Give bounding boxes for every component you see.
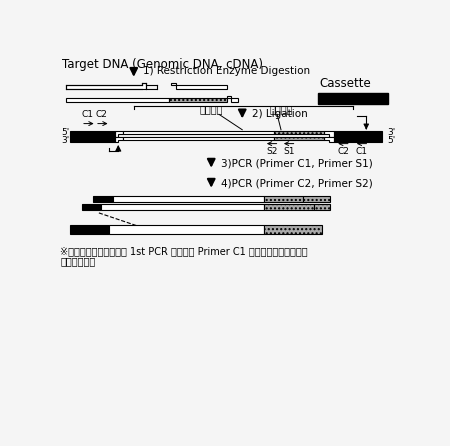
Polygon shape bbox=[171, 83, 227, 89]
Text: C2: C2 bbox=[95, 110, 107, 119]
Text: C2: C2 bbox=[337, 147, 349, 156]
Text: S1: S1 bbox=[283, 147, 294, 156]
Bar bbox=[94, 196, 113, 202]
Bar bbox=[274, 136, 324, 140]
Polygon shape bbox=[324, 136, 334, 142]
Text: 3)PCR (Primer C1, Primer S1): 3)PCR (Primer C1, Primer S1) bbox=[220, 159, 372, 169]
Bar bbox=[109, 225, 264, 234]
Bar bbox=[314, 204, 330, 210]
Text: 5': 5' bbox=[387, 136, 396, 145]
Text: Target DNA (Genomic DNA, cDNA): Target DNA (Genomic DNA, cDNA) bbox=[62, 58, 263, 71]
Text: 2) Ligation: 2) Ligation bbox=[252, 109, 307, 120]
Text: 1) Restriction Enzyme Digestion: 1) Restriction Enzyme Digestion bbox=[143, 66, 310, 76]
Bar bbox=[169, 98, 227, 102]
Bar bbox=[318, 93, 388, 103]
Bar bbox=[70, 131, 115, 136]
Bar bbox=[264, 225, 322, 234]
Bar bbox=[82, 204, 101, 210]
Text: 5': 5' bbox=[61, 128, 69, 136]
Bar bbox=[113, 196, 264, 202]
Polygon shape bbox=[66, 98, 169, 102]
Bar bbox=[101, 204, 264, 210]
Bar bbox=[303, 196, 330, 202]
Text: ※：由于此部分有缺口， 1st PCR 反应时从 Primer C1 开始的延伸反应在连接: ※：由于此部分有缺口， 1st PCR 反应时从 Primer C1 开始的延伸… bbox=[60, 246, 308, 256]
Bar bbox=[70, 136, 115, 142]
Text: C1: C1 bbox=[356, 147, 368, 156]
Text: 3': 3' bbox=[61, 136, 69, 145]
Polygon shape bbox=[66, 83, 146, 89]
Bar bbox=[334, 131, 382, 136]
Bar bbox=[123, 131, 274, 134]
Bar bbox=[274, 131, 324, 134]
Text: 部位终止。: 部位终止。 bbox=[60, 256, 95, 266]
Bar bbox=[70, 225, 109, 234]
Text: 3': 3' bbox=[387, 128, 396, 136]
Text: Cassette: Cassette bbox=[320, 78, 372, 91]
Text: 未知区域: 未知区域 bbox=[199, 104, 223, 114]
Polygon shape bbox=[115, 131, 123, 136]
Text: C1: C1 bbox=[81, 110, 93, 119]
Text: 4)PCR (Primer C2, Primer S2): 4)PCR (Primer C2, Primer S2) bbox=[220, 179, 372, 189]
Bar bbox=[264, 204, 315, 210]
Bar bbox=[264, 196, 303, 202]
Bar bbox=[334, 136, 382, 142]
Text: 已知区域: 已知区域 bbox=[269, 104, 293, 114]
Polygon shape bbox=[115, 136, 123, 142]
Polygon shape bbox=[227, 96, 239, 102]
Polygon shape bbox=[324, 131, 334, 136]
Bar bbox=[123, 136, 274, 140]
Text: S2: S2 bbox=[266, 147, 277, 156]
